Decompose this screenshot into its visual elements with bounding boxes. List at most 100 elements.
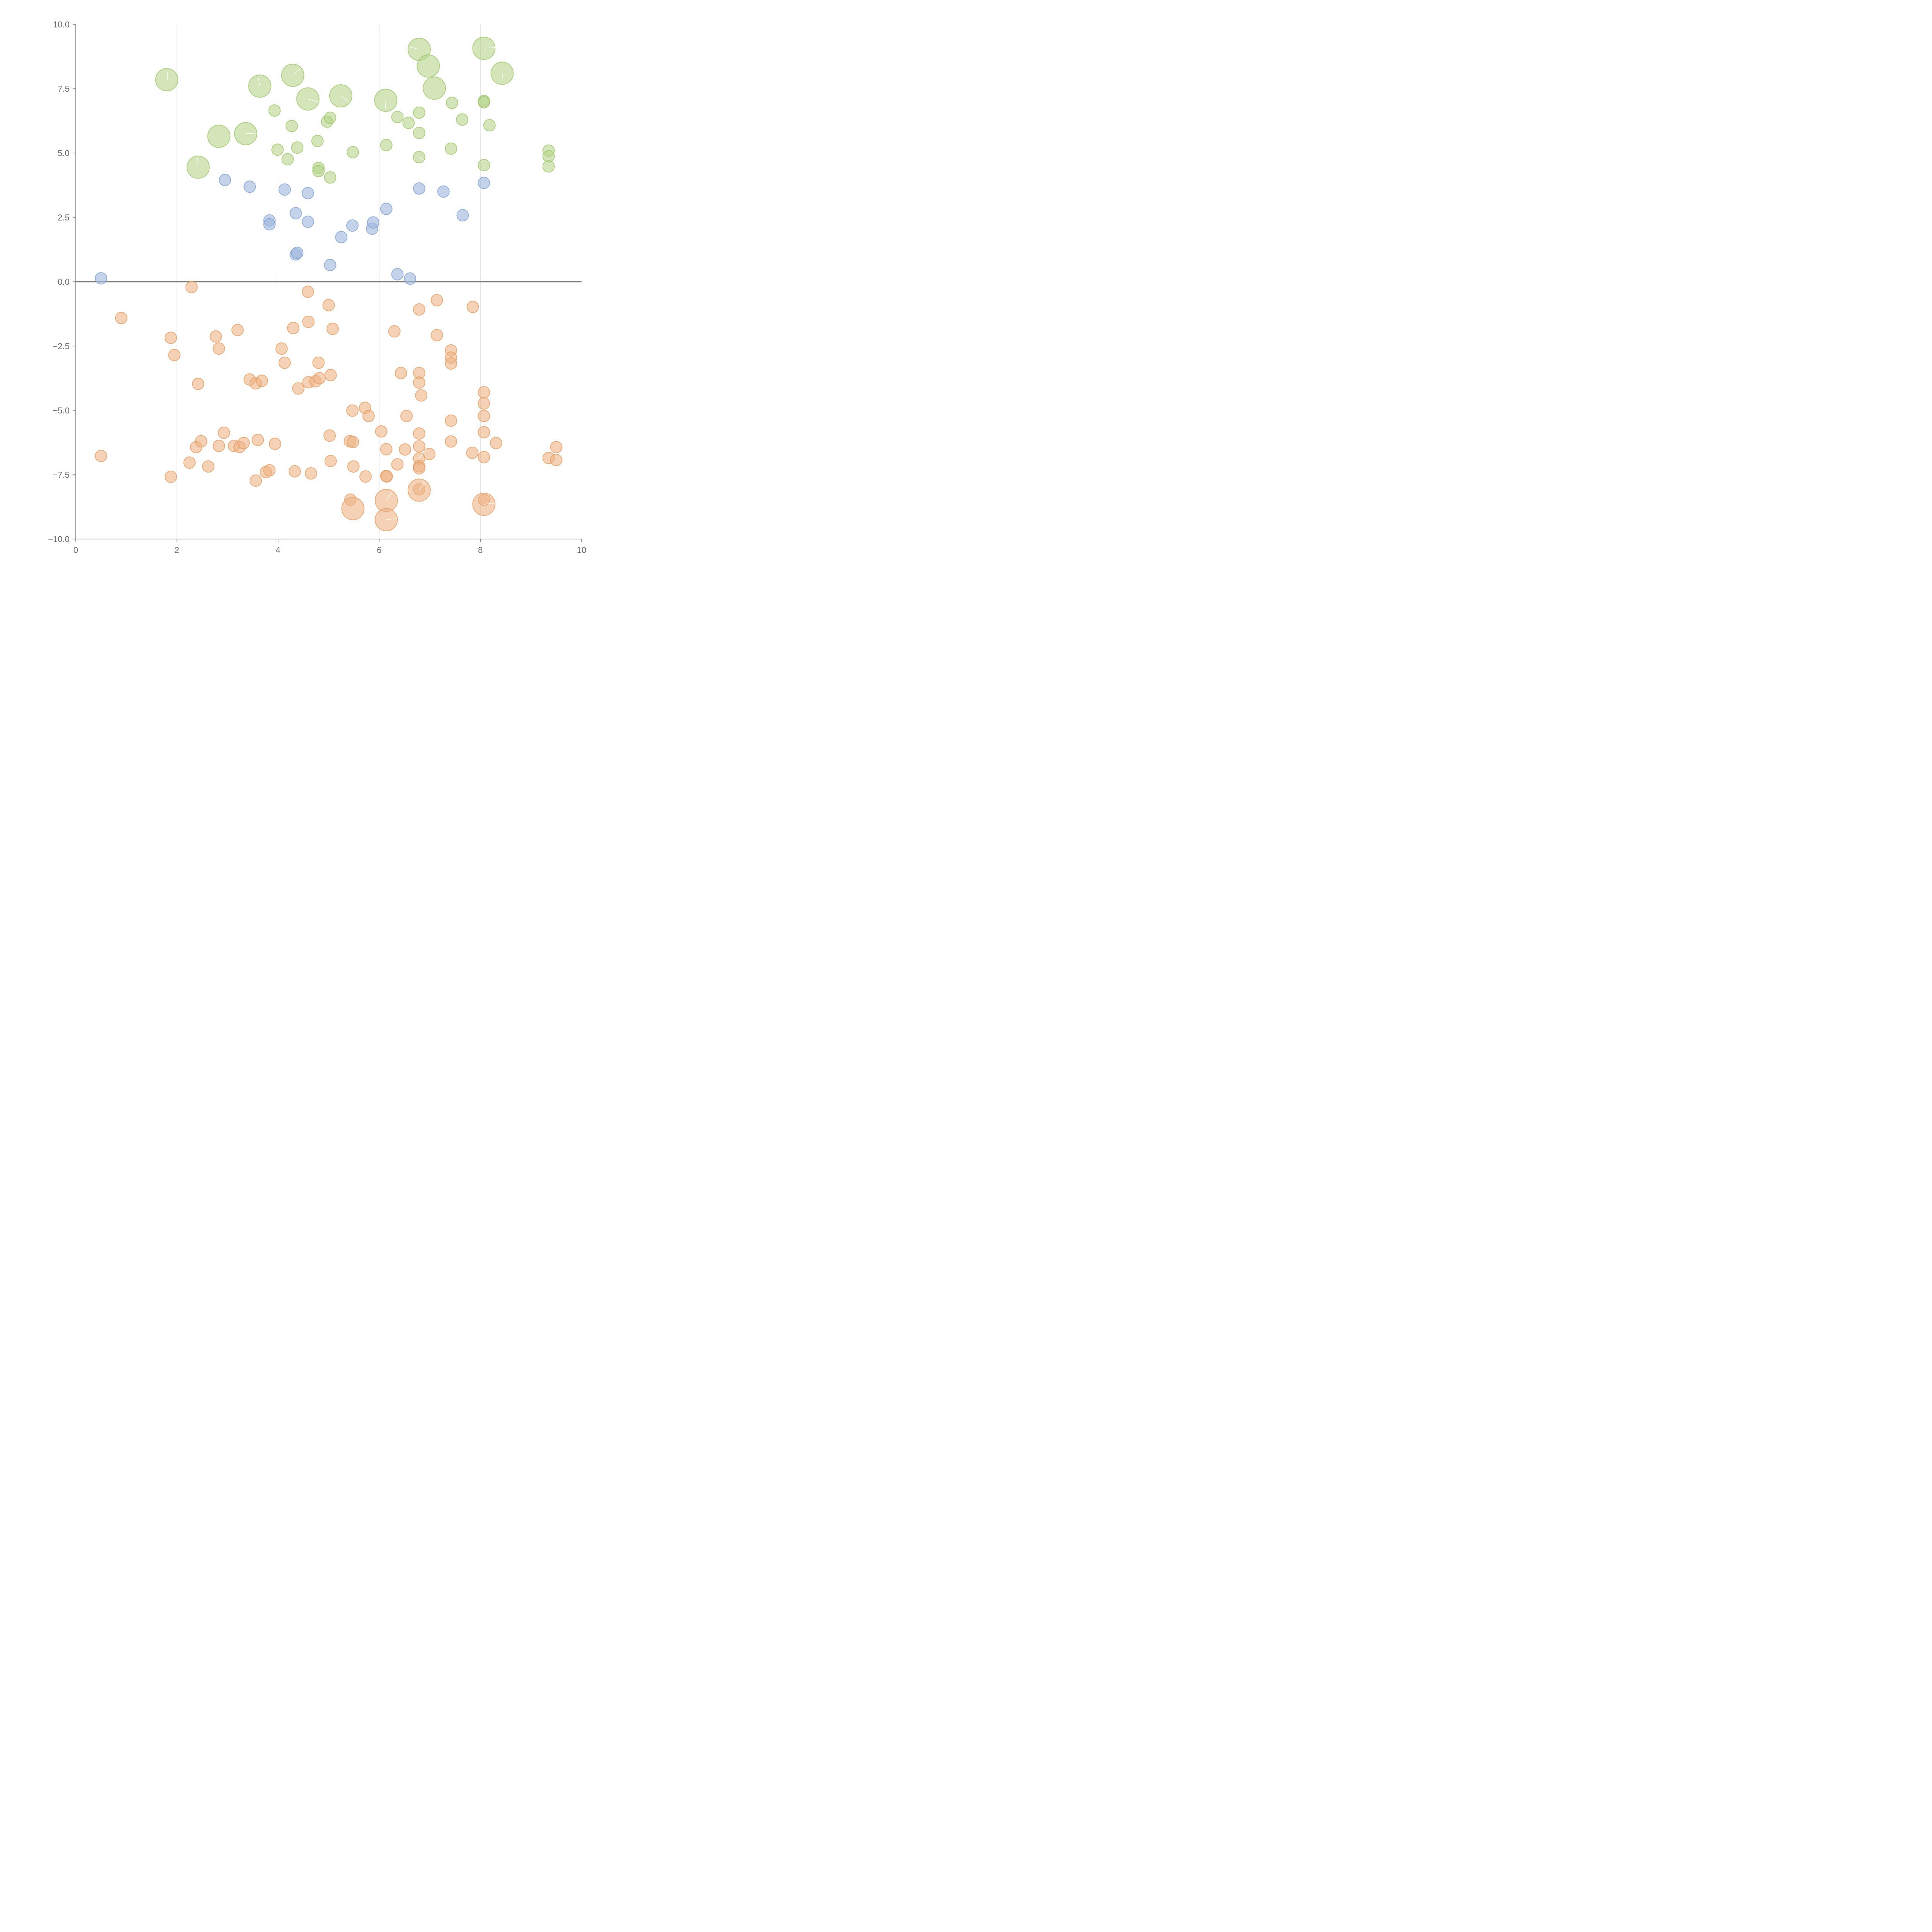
- leader-line: [385, 100, 386, 109]
- orange-bubble: [478, 397, 490, 410]
- x-tick-label: 0: [73, 545, 78, 555]
- y-tick-label: −2.5: [53, 342, 70, 351]
- y-tick-label: −7.5: [53, 470, 70, 480]
- leader-line: [308, 99, 319, 102]
- x-tick-label: 6: [377, 545, 381, 555]
- leader-line: [502, 73, 503, 81]
- x-axis-ticks: 0 2 4 6 8 10: [73, 539, 586, 555]
- leader-line: [484, 503, 496, 505]
- orange-bubble: [165, 470, 177, 483]
- blue-bubble: [478, 177, 490, 189]
- orange-bubble: [263, 464, 276, 477]
- y-tick-label: 10.0: [53, 20, 70, 29]
- green-bubble: [312, 165, 325, 177]
- green-bubble: [456, 113, 469, 126]
- y-axis-ticks: 10.0 7.5 5.0 2.5 0.0 −2.5 −5.0 −7.5 −10.0: [48, 20, 76, 544]
- orange-bubble: [478, 410, 490, 422]
- orange-bubble: [292, 382, 304, 395]
- leader-line: [340, 95, 349, 102]
- orange-bubble: [445, 435, 457, 448]
- orange-bubble: [466, 446, 479, 459]
- orange-bubble: [388, 325, 401, 338]
- green-bubble: [324, 111, 337, 124]
- orange-bubble: [278, 356, 291, 369]
- data-bubbles: [95, 36, 563, 532]
- y-tick-label: 0.0: [58, 277, 70, 287]
- orange-bubble: [115, 311, 128, 324]
- orange-bubble: [183, 456, 196, 469]
- orange-bubble: [231, 324, 244, 337]
- green-bubble: [483, 119, 496, 132]
- orange-bubble: [252, 434, 264, 446]
- blue-bubble: [324, 259, 337, 271]
- orange-bubble: [375, 425, 388, 438]
- green-bubble: [446, 97, 458, 109]
- x-tick-label: 10: [577, 545, 586, 555]
- orange-bubble: [399, 443, 412, 456]
- leader-line: [419, 450, 426, 459]
- green-bubble: [207, 124, 231, 148]
- orange-bubble: [324, 369, 337, 381]
- orange-bubble: [430, 294, 443, 306]
- orange-bubble: [445, 357, 457, 370]
- orange-bubble: [413, 427, 425, 440]
- green-bubble: [324, 171, 337, 184]
- orange-bubble: [413, 440, 425, 453]
- orange-bubble: [347, 435, 359, 448]
- orange-bubble: [312, 356, 325, 369]
- green-bubble: [155, 68, 179, 92]
- leader-line: [386, 518, 397, 520]
- green-bubble: [417, 54, 440, 78]
- orange-bubble: [550, 441, 563, 454]
- green-bubble: [268, 104, 281, 117]
- blue-bubble: [278, 183, 291, 196]
- blue-bubble: [380, 202, 393, 215]
- bubble-chart: 0 2 4 6 8 10 10.0 7.5 5.0 2.5 0.0 −2.5 −5.0 −7.5 −10.…: [48, 20, 586, 555]
- blue-bubble: [291, 247, 304, 259]
- orange-bubble: [478, 451, 490, 464]
- y-tick-label: 2.5: [58, 213, 70, 223]
- blue-bubble: [437, 185, 450, 198]
- green-bubble: [402, 117, 415, 129]
- orange-bubble: [302, 315, 315, 328]
- white-leader-lines: [167, 46, 503, 520]
- orange-bubble: [381, 470, 393, 483]
- orange-bubble: [202, 460, 214, 473]
- orange-bubble: [213, 342, 225, 355]
- leader-line: [419, 482, 425, 490]
- orange-bubble: [275, 342, 288, 355]
- leader-line: [408, 46, 419, 50]
- orange-bubble: [359, 470, 372, 483]
- green-bubble: [413, 106, 425, 119]
- leader-line: [419, 157, 427, 162]
- orange-bubble: [195, 435, 207, 447]
- orange-bubble: [313, 372, 326, 384]
- green-bubble: [478, 96, 490, 109]
- leader-line: [197, 158, 199, 167]
- orange-bubble: [346, 404, 359, 417]
- orange-bubble: [213, 439, 225, 452]
- orange-bubble: [362, 410, 375, 422]
- orange-bubble: [326, 322, 339, 335]
- leader-line: [245, 133, 255, 134]
- blue-bubble: [391, 268, 404, 281]
- orange-bubble: [380, 443, 393, 456]
- green-bubble: [542, 160, 555, 173]
- orange-bubble: [347, 460, 360, 473]
- orange-bubble: [269, 437, 281, 450]
- blue-bubble: [243, 180, 256, 193]
- orange-bubble: [413, 303, 425, 316]
- blue-bubble: [301, 187, 314, 199]
- orange-bubble: [466, 301, 479, 313]
- green-bubble: [445, 142, 457, 155]
- orange-bubble: [445, 414, 457, 427]
- orange-bubble: [322, 299, 335, 311]
- blue-bubble: [404, 272, 417, 285]
- orange-bubble: [218, 426, 230, 439]
- orange-bubble: [165, 332, 177, 344]
- y-tick-label: −10.0: [48, 534, 70, 544]
- leader-line: [293, 68, 301, 76]
- orange-bubble: [430, 329, 443, 342]
- x-tick-label: 8: [478, 545, 483, 555]
- orange-bubble: [237, 437, 250, 449]
